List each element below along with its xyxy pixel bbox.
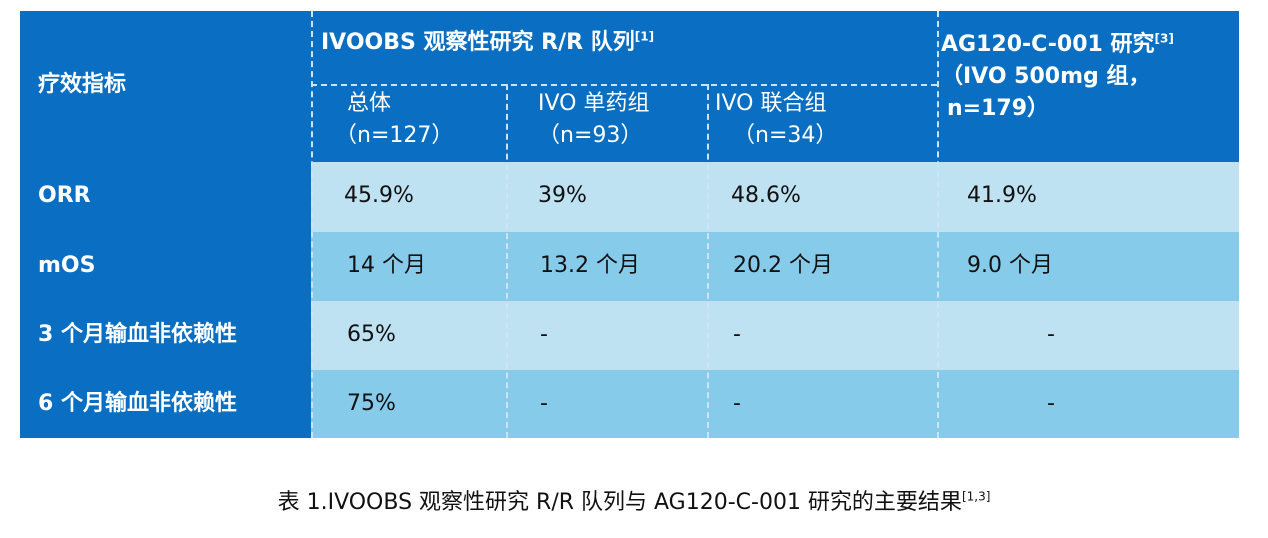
cell-ti3-overall: 65%: [311, 301, 506, 370]
row-label-ti3: 3 个月输血非依赖性: [20, 301, 311, 370]
row-label-ti6: 6 个月输血非依赖性: [20, 370, 311, 438]
header-ag-sub2: n=179）: [947, 96, 1050, 121]
cell-mos-mono: 13.2 个月: [506, 232, 707, 301]
row-label-mos: mOS: [20, 232, 311, 301]
cell-ti6-combo: -: [707, 370, 937, 438]
header-ag-cell: AG120-C-001 研究[3] （IVO 500mg 组， n=179）: [937, 11, 1239, 162]
row-label-orr: ORR: [20, 162, 311, 232]
table-caption: 表 1.IVOOBS 观察性研究 R/R 队列与 AG120-C-001 研究的…: [0, 484, 1268, 516]
cell-ti3-ag: -: [937, 301, 1239, 370]
grid-line: [506, 84, 508, 438]
cell-ti6-ag: -: [937, 370, 1239, 438]
grid-line: [311, 84, 937, 86]
header-ag-ref: [3]: [1154, 31, 1174, 46]
header-ivoobs: IVOOBS 观察性研究 R/R 队列: [321, 30, 635, 55]
grid-line: [311, 11, 313, 438]
header-ag-title: AG120-C-001 研究: [941, 32, 1155, 57]
header-mono-name: IVO 单药组: [538, 91, 650, 116]
header-mono-n: （n=93）: [538, 123, 643, 148]
cell-mos-overall: 14 个月: [311, 232, 506, 301]
caption-ref: [1,3]: [961, 489, 991, 504]
header-metric-cell: 疗效指标: [20, 11, 311, 162]
header-overall-n: （n=127）: [335, 123, 454, 148]
cell-orr-combo: 48.6%: [707, 162, 937, 232]
cell-orr-ag: 41.9%: [937, 162, 1239, 232]
header-combo-n: （n=34）: [733, 123, 838, 148]
cell-ti3-combo: -: [707, 301, 937, 370]
grid-line: [707, 84, 709, 438]
cell-ti6-mono: -: [506, 370, 707, 438]
header-mono-cell: IVO 单药组 （n=93）: [506, 84, 707, 162]
header-ag-sub1: （IVO 500mg 组，: [941, 64, 1151, 89]
results-table: 疗效指标 IVOOBS 观察性研究 R/R 队列[1] AG120-C-001 …: [20, 11, 1239, 438]
cell-ti3-mono: -: [506, 301, 707, 370]
header-ivoobs-ref: [1]: [634, 29, 655, 44]
header-ivoobs-cell: IVOOBS 观察性研究 R/R 队列[1]: [311, 11, 937, 84]
header-overall-name: 总体: [347, 91, 392, 116]
cell-ti6-overall: 75%: [311, 370, 506, 438]
grid-line: [937, 11, 939, 438]
header-overall-cell: 总体 （n=127）: [311, 84, 506, 162]
header-metric: 疗效指标: [38, 72, 127, 97]
cell-orr-mono: 39%: [506, 162, 707, 232]
cell-mos-ag: 9.0 个月: [937, 232, 1239, 301]
header-combo-cell: IVO 联合组 （n=34）: [707, 84, 937, 162]
caption-text: 表 1.IVOOBS 观察性研究 R/R 队列与 AG120-C-001 研究的…: [277, 490, 962, 515]
header-combo-name: IVO 联合组: [715, 91, 827, 116]
cell-orr-overall: 45.9%: [311, 162, 506, 232]
cell-mos-combo: 20.2 个月: [707, 232, 937, 301]
